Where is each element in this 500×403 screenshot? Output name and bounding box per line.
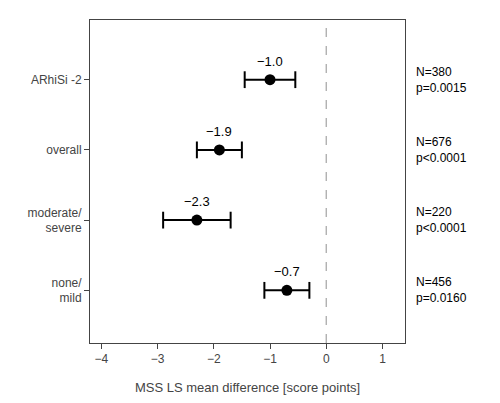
svg-text:−1.9: −1.9: [206, 124, 232, 139]
svg-text:−2: −2: [207, 352, 221, 366]
svg-text:−2.3: −2.3: [184, 194, 210, 209]
svg-text:−0.7: −0.7: [274, 264, 300, 279]
svg-text:−3: −3: [151, 352, 165, 366]
svg-text:1: 1: [379, 352, 386, 366]
svg-text:N=456p=0.0160: N=456p=0.0160: [416, 275, 467, 305]
svg-text:ARhiSi -2: ARhiSi -2: [31, 73, 82, 87]
svg-text:moderate/severe: moderate/severe: [28, 206, 83, 236]
svg-text:−1.0: −1.0: [257, 54, 283, 69]
svg-text:0: 0: [323, 352, 330, 366]
svg-text:N=380p=0.0015: N=380p=0.0015: [416, 65, 467, 95]
svg-text:overall: overall: [46, 143, 81, 157]
svg-text:MSS LS mean difference [score: MSS LS mean difference [score points]: [135, 380, 360, 395]
svg-text:none/mild: none/mild: [52, 276, 83, 306]
svg-text:N=220p<0.0001: N=220p<0.0001: [416, 205, 467, 235]
svg-text:−1: −1: [263, 352, 277, 366]
svg-text:N=676p<0.0001: N=676p<0.0001: [416, 135, 467, 165]
svg-text:−4: −4: [94, 352, 108, 366]
